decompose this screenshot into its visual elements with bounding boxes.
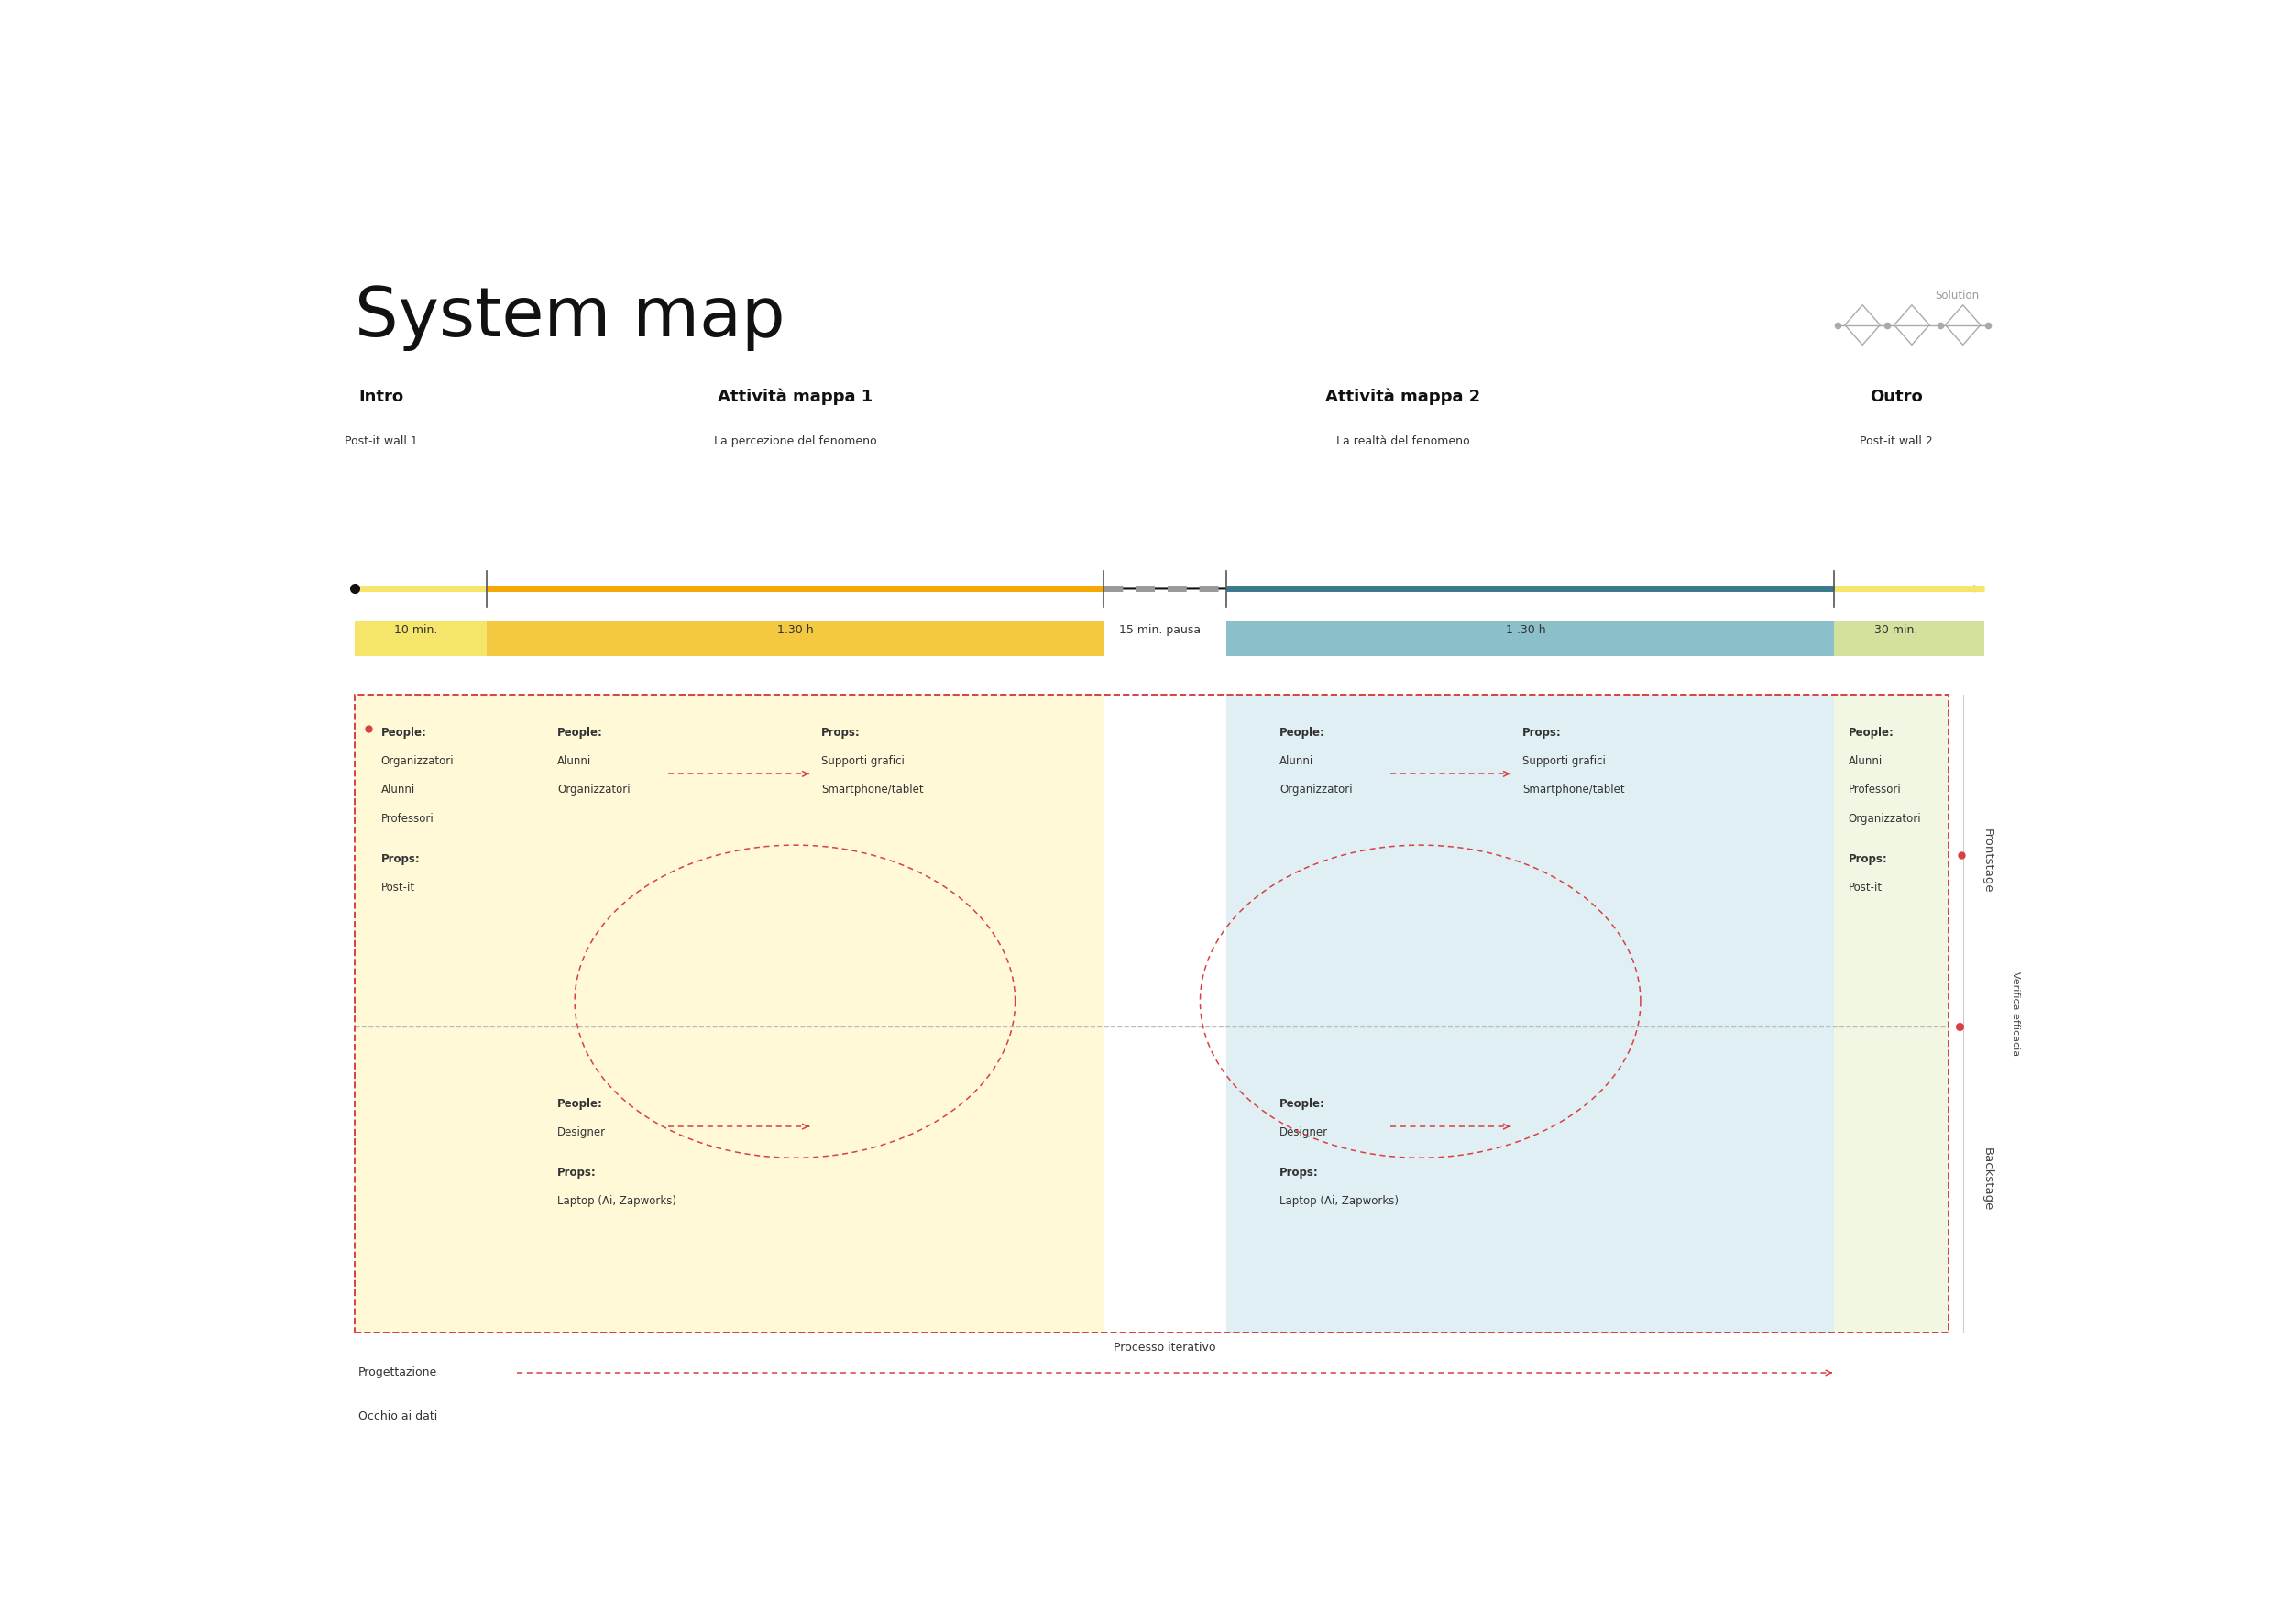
Text: 1 .30 h: 1 .30 h xyxy=(1507,624,1546,635)
Text: Solution: Solution xyxy=(1934,289,1980,300)
Text: Organizzatori: Organizzatori xyxy=(557,784,630,796)
Bar xyxy=(1834,695,1948,1333)
Text: Attività mappa 1: Attività mappa 1 xyxy=(718,388,873,404)
Text: Professori: Professori xyxy=(382,812,434,825)
Bar xyxy=(355,695,486,1333)
Text: 1.30 h: 1.30 h xyxy=(777,624,814,635)
Text: People:: People: xyxy=(1280,1098,1325,1109)
Text: People:: People: xyxy=(1280,726,1325,739)
Text: Alunni: Alunni xyxy=(557,755,591,767)
Text: Designer: Designer xyxy=(557,1127,607,1138)
Text: Props:: Props: xyxy=(1280,1166,1318,1179)
Bar xyxy=(355,622,486,656)
Bar xyxy=(1834,622,1984,656)
Text: La percezione del fenomeno: La percezione del fenomeno xyxy=(714,435,877,447)
Text: Attività mappa 2: Attività mappa 2 xyxy=(1325,388,1480,404)
Text: Organizzatori: Organizzatori xyxy=(1848,812,1921,825)
Text: Props:: Props: xyxy=(1848,853,1887,866)
Text: Occhio ai dati: Occhio ai dati xyxy=(359,1411,436,1423)
Text: Post-it wall 1: Post-it wall 1 xyxy=(345,435,418,447)
Text: Alunni: Alunni xyxy=(1848,755,1882,767)
Text: People:: People: xyxy=(1848,726,1893,739)
Text: Outro: Outro xyxy=(1868,388,1923,404)
Text: Props:: Props: xyxy=(1523,726,1562,739)
Text: Alunni: Alunni xyxy=(1280,755,1314,767)
Text: Post-it wall 2: Post-it wall 2 xyxy=(1859,435,1932,447)
Text: People:: People: xyxy=(382,726,427,739)
Text: La realtà del fenomeno: La realtà del fenomeno xyxy=(1337,435,1468,447)
Text: System map: System map xyxy=(355,284,784,351)
Text: Organizzatori: Organizzatori xyxy=(382,755,455,767)
Text: Supporti grafici: Supporti grafici xyxy=(821,755,905,767)
Bar xyxy=(1227,622,1834,656)
Text: Organizzatori: Organizzatori xyxy=(1280,784,1352,796)
Text: Backstage: Backstage xyxy=(1982,1148,1993,1212)
Text: Smartphone/tablet: Smartphone/tablet xyxy=(1523,784,1625,796)
Text: Supporti grafici: Supporti grafici xyxy=(1523,755,1605,767)
Text: Post-it: Post-it xyxy=(1848,882,1882,893)
Text: Alunni: Alunni xyxy=(382,784,416,796)
Bar xyxy=(1227,695,1834,1333)
Text: Smartphone/tablet: Smartphone/tablet xyxy=(821,784,923,796)
Text: Post-it: Post-it xyxy=(382,882,416,893)
Text: Laptop (Ai, Zapworks): Laptop (Ai, Zapworks) xyxy=(1280,1195,1398,1207)
Text: Laptop (Ai, Zapworks): Laptop (Ai, Zapworks) xyxy=(557,1195,677,1207)
Bar xyxy=(486,622,1102,656)
Text: Props:: Props: xyxy=(821,726,861,739)
Text: 30 min.: 30 min. xyxy=(1875,624,1918,635)
Text: Verifica efficacia: Verifica efficacia xyxy=(2012,971,2021,1056)
Text: Intro: Intro xyxy=(359,388,405,404)
Text: Frontstage: Frontstage xyxy=(1982,828,1993,893)
Text: People:: People: xyxy=(557,726,602,739)
Text: Props:: Props: xyxy=(557,1166,596,1179)
Text: People:: People: xyxy=(557,1098,602,1109)
Text: Processo iterativo: Processo iterativo xyxy=(1114,1341,1216,1354)
Text: Professori: Professori xyxy=(1848,784,1900,796)
Text: Progettazione: Progettazione xyxy=(359,1367,436,1379)
Text: Props:: Props: xyxy=(382,853,421,866)
Text: 10 min.: 10 min. xyxy=(396,624,439,635)
Text: Designer: Designer xyxy=(1280,1127,1327,1138)
Text: 15 min. pausa: 15 min. pausa xyxy=(1118,624,1200,635)
Bar xyxy=(486,695,1102,1333)
